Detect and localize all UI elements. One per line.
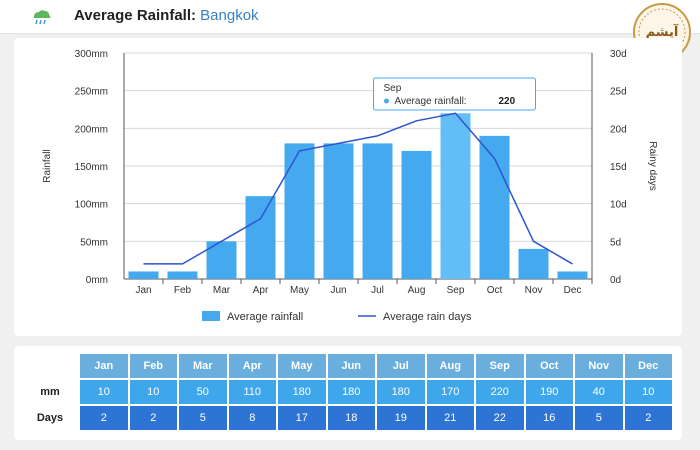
table-month-header: Aug (426, 354, 474, 378)
x-tick-label: Nov (525, 285, 543, 296)
x-tick-label: Aug (408, 285, 426, 296)
tooltip-box (373, 77, 536, 111)
table-cell-mm: 40 (575, 380, 623, 404)
table-cell-days: 21 (426, 406, 474, 430)
rainfall-chart: 0mm 50mm 100mm 150mm 200mm 250mm 300mm 0d 5d 10d 1… (42, 49, 658, 323)
bar-may (284, 143, 315, 279)
y2-tick-label: 30d (610, 49, 627, 60)
table-corner (22, 354, 78, 378)
bar-nov (518, 248, 549, 279)
table-month-header: Jan (80, 354, 128, 378)
tooltip-label: Average rainfall: (395, 96, 467, 107)
y-tick-label: 100mm (75, 200, 108, 211)
bar-dec (557, 271, 588, 279)
x-tick-label: May (290, 285, 309, 296)
rain-cloud-icon (33, 10, 51, 25)
y-tick-label: 0mm (86, 275, 108, 286)
row-label-mm: mm (22, 380, 78, 404)
y2-tick-label: 15d (610, 162, 627, 173)
y-tick-label: 200mm (75, 124, 108, 135)
table-cell-days: 22 (476, 406, 524, 430)
table-row-mm: mm 10 10 50 110 180 180 180 170 220 190 40 10 (22, 380, 672, 404)
bar-jun (323, 143, 354, 279)
x-tick-label: Jun (330, 285, 346, 296)
table-month-header: Apr (228, 354, 276, 378)
svg-text:آپشم: آپشم (646, 23, 679, 40)
table-cell-mm: 10 (129, 380, 177, 404)
table-cell-mm: 180 (377, 380, 425, 404)
table-cell-mm: 10 (624, 380, 672, 404)
bar-sep (440, 113, 471, 280)
table-cell-mm: 220 (476, 380, 524, 404)
table-month-header: Jun (327, 354, 375, 378)
title-prefix: Average Rainfall: (74, 7, 196, 24)
legend-bar-label: Average rainfall (227, 311, 303, 323)
table-cell-mm: 180 (278, 380, 326, 404)
y-tick-label: 150mm (75, 162, 108, 173)
y-tick-label: 250mm (75, 87, 108, 98)
table-month-header: Mar (179, 354, 227, 378)
x-tick-label: Jan (135, 285, 151, 296)
x-tick-label: Apr (253, 285, 269, 296)
table-cell-days: 5 (575, 406, 623, 430)
y-axis-title: Rainfall (42, 149, 53, 182)
table-cell-mm: 50 (179, 380, 227, 404)
x-tick-label: Dec (564, 285, 582, 296)
x-tick-label: Mar (213, 285, 231, 296)
table-cell-days: 17 (278, 406, 326, 430)
y2-axis-title: Rainy days (647, 141, 658, 190)
y-tick-label: 50mm (80, 237, 108, 248)
bar-feb (167, 271, 198, 279)
table-cell-days: 2 (80, 406, 128, 430)
row-label-days: Days (22, 406, 78, 430)
tooltip-category: Sep (384, 83, 402, 94)
table-month-header: May (278, 354, 326, 378)
y2-tick-label: 0d (610, 275, 621, 286)
table-month-header: Nov (575, 354, 623, 378)
x-tick-label: Feb (174, 285, 192, 296)
table-cell-mm: 180 (327, 380, 375, 404)
y2-tick-label: 10d (610, 200, 627, 211)
monthly-data-table: Jan Feb Mar Apr May Jun Jul Aug Sep Oct Nov Dec mm … (20, 352, 674, 432)
table-month-header: Jul (377, 354, 425, 378)
bar-jan (128, 271, 159, 279)
tooltip-value: 220 (499, 96, 516, 107)
table-cell-days: 18 (327, 406, 375, 430)
chart-panel: 0mm 50mm 100mm 150mm 200mm 250mm 300mm 0d 5d 10d 1… (14, 38, 682, 336)
table-cell-days: 2 (624, 406, 672, 430)
table-month-header: Oct (525, 354, 573, 378)
table-cell-days: 19 (377, 406, 425, 430)
table-cell-days: 2 (129, 406, 177, 430)
table-cell-days: 5 (179, 406, 227, 430)
tooltip-dot (384, 98, 389, 104)
table-cell-mm: 110 (228, 380, 276, 404)
page-header: Average Rainfall: Bangkok (0, 0, 700, 34)
table-cell-mm: 190 (525, 380, 573, 404)
table-row-days: Days 2 2 5 8 17 18 19 21 22 16 5 2 (22, 406, 672, 430)
table-cell-mm: 10 (80, 380, 128, 404)
bar-aug (401, 150, 432, 279)
legend-line-label: Average rain days (383, 311, 472, 323)
bar-jul (362, 143, 393, 279)
x-tick-label: Oct (487, 285, 503, 296)
y2-tick-label: 25d (610, 87, 627, 98)
table-month-header: Feb (129, 354, 177, 378)
table-cell-days: 8 (228, 406, 276, 430)
y-tick-label: 300mm (75, 49, 108, 60)
page-title: Average Rainfall: Bangkok (74, 7, 259, 24)
title-city: Bangkok (200, 7, 259, 24)
table-header-row: Jan Feb Mar Apr May Jun Jul Aug Sep Oct Nov Dec (22, 354, 672, 378)
y2-tick-label: 20d (610, 124, 627, 135)
table-month-header: Dec (624, 354, 672, 378)
table-cell-days: 16 (525, 406, 573, 430)
data-table-panel: Jan Feb Mar Apr May Jun Jul Aug Sep Oct Nov Dec mm … (14, 346, 682, 440)
x-tick-label: Jul (371, 285, 384, 296)
table-cell-mm: 170 (426, 380, 474, 404)
x-tick-label: Sep (447, 285, 465, 296)
bar-apr (245, 196, 276, 279)
y2-tick-label: 5d (610, 237, 621, 248)
table-month-header: Sep (476, 354, 524, 378)
rain-days-line (143, 112, 573, 265)
legend-bar-swatch (202, 311, 220, 321)
